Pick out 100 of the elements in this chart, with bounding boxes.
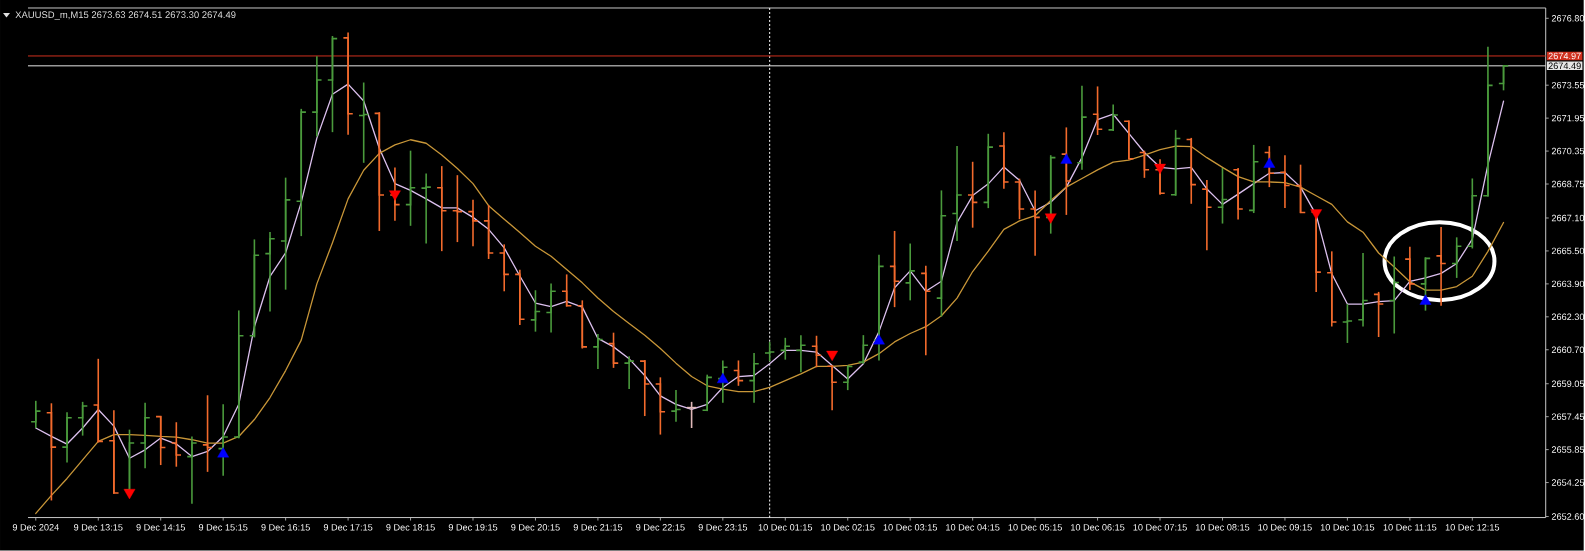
- point: [873, 334, 885, 345]
- candlestick: [1466, 177, 1478, 250]
- point: [1310, 209, 1322, 220]
- candlestick: [1201, 179, 1213, 252]
- candlestick: [639, 359, 651, 418]
- x-tick-label: 10 Dec 09:15: [1258, 524, 1312, 531]
- y-tick-label: 2654.25: [1551, 479, 1585, 487]
- candlestick: [1076, 85, 1088, 171]
- y-tick-label: 2660.70: [1551, 346, 1585, 354]
- x-tick-label: 10 Dec 10:15: [1320, 524, 1375, 531]
- candlestick: [561, 273, 573, 308]
- candlestick: [608, 332, 620, 369]
- x-tick-label: 10 Dec 05:15: [1008, 524, 1062, 531]
- candlestick: [1232, 167, 1244, 221]
- candlestick: [217, 403, 229, 477]
- y-tick-label: 2668.75: [1551, 181, 1585, 188]
- candlestick: [1138, 150, 1150, 179]
- candlestick: [295, 108, 307, 238]
- x-tick-label: 9 Dec 2024: [12, 524, 59, 531]
- candlestick: [1498, 64, 1510, 92]
- x-tick-label: 10 Dec 12:15: [1445, 524, 1500, 531]
- y-tick-label: 2673.55: [1551, 82, 1585, 89]
- candlestick: [1107, 103, 1119, 132]
- candlestick: [889, 230, 901, 309]
- candlestick: [311, 55, 323, 138]
- ref-line-label: 2674.97: [1548, 52, 1581, 60]
- candlestick: [61, 411, 73, 464]
- y-tick-label: 2667.10: [1551, 214, 1585, 222]
- x-tick-label: 10 Dec 07:15: [1133, 524, 1187, 531]
- candlestick: [826, 364, 838, 412]
- candlestick: [1029, 189, 1041, 257]
- y-tick-label: 2659.05: [1551, 380, 1585, 388]
- candlestick: [998, 131, 1010, 190]
- candlestick: [811, 335, 822, 369]
- candlestick: [436, 165, 448, 253]
- y-tick-label: 2670.35: [1551, 148, 1585, 155]
- candlestick: [623, 355, 635, 391]
- candlestick: [1060, 126, 1072, 216]
- candlestick: [654, 376, 666, 436]
- candlestick: [1295, 164, 1307, 215]
- x-tick-label: 9 Dec 21:15: [573, 524, 623, 531]
- candlestick: [1326, 250, 1338, 328]
- x-tick-label: 10 Dec 03:15: [883, 524, 938, 531]
- line-series: [35, 139, 1505, 515]
- candlestick: [1419, 256, 1431, 312]
- candlestick: [373, 111, 385, 232]
- candlestick: [1373, 291, 1385, 339]
- candlestick: [1388, 255, 1400, 335]
- x-tick-label: 9 Dec 16:15: [261, 524, 310, 531]
- y-tick-label: 2652.60: [1551, 513, 1585, 521]
- x-tick-label: 10 Dec 11:15: [1383, 524, 1437, 531]
- candlestick: [935, 189, 947, 318]
- candlestick: [920, 265, 932, 357]
- candlestick: [420, 172, 432, 245]
- y-tick-label: 2655.85: [1551, 446, 1585, 454]
- candlestick: [498, 243, 510, 293]
- x-tick-label: 9 Dec 13:15: [74, 524, 123, 531]
- candlestick: [545, 282, 557, 334]
- candlestick: [701, 374, 713, 413]
- candlestick: [857, 334, 869, 365]
- point: [217, 447, 229, 458]
- x-tick-label: 9 Dec 14:15: [136, 524, 186, 531]
- x-tick-label: 10 Dec 06:15: [1071, 524, 1125, 531]
- candlestick: [264, 231, 276, 313]
- candlestick: [842, 364, 854, 392]
- candlestick: [592, 333, 604, 370]
- candlestick: [1248, 144, 1260, 215]
- candlestick: [170, 421, 182, 468]
- candlestick: [1092, 85, 1104, 137]
- chart-title: XAUUSD_m,M15 2673.63 2674.51 2673.30 2674.49: [15, 11, 236, 21]
- candlestick: [1435, 226, 1447, 307]
- candlestick: [1310, 210, 1322, 293]
- candlestick: [108, 409, 120, 495]
- candlestick: [483, 204, 495, 260]
- candlestick: [670, 389, 682, 423]
- candlestick: [45, 402, 57, 502]
- candlestick: [764, 341, 776, 363]
- candlestick: [233, 309, 245, 440]
- candlestick: [1014, 178, 1025, 221]
- candlestick: [1154, 158, 1166, 196]
- y-tick-label: 2662.30: [1551, 313, 1585, 321]
- candlestick: [1482, 46, 1494, 198]
- y-tick-label: 2663.90: [1551, 280, 1585, 288]
- ref-line-label: 2674.49: [1548, 62, 1581, 70]
- candlestick: [342, 31, 354, 136]
- y-tick-label: 2657.45: [1551, 413, 1585, 421]
- candlestick: [30, 400, 42, 430]
- candlestick: [873, 254, 885, 362]
- point: [1044, 213, 1057, 224]
- candlestick: [467, 199, 479, 248]
- point: [389, 190, 401, 201]
- candlestick: [795, 334, 807, 374]
- candlestick: [280, 177, 292, 291]
- candlestick: [1263, 145, 1275, 189]
- x-tick-label: 10 Dec 01:15: [758, 524, 813, 531]
- candlestick: [326, 35, 338, 134]
- candlestick: [1404, 246, 1416, 292]
- point: [717, 373, 729, 384]
- candlestick: [514, 269, 526, 327]
- candlestick: [248, 238, 260, 339]
